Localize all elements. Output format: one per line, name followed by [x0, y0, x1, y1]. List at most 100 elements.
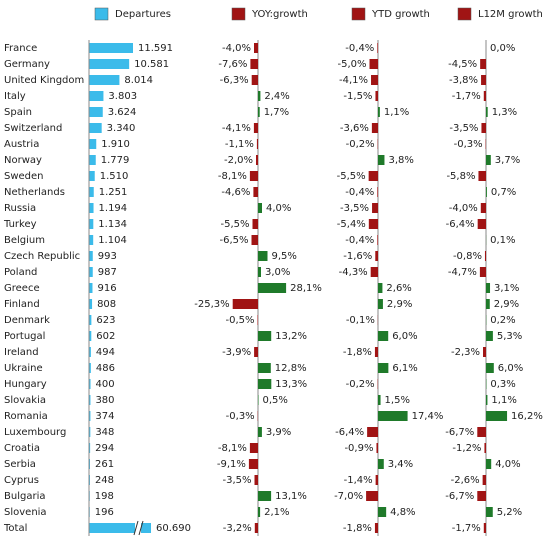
bar	[486, 155, 491, 165]
bar	[89, 283, 92, 293]
value-label: 8.014	[124, 75, 153, 86]
value-label: 1.134	[98, 219, 127, 230]
value-label: -2,0%	[224, 155, 253, 166]
value-label: -6,3%	[220, 75, 249, 86]
bar	[477, 491, 486, 501]
value-label: 2,4%	[264, 91, 289, 102]
value-label: -4,0%	[449, 203, 478, 214]
value-label: -6,7%	[445, 491, 474, 502]
category-label: Finland	[4, 299, 40, 310]
bar	[486, 507, 493, 517]
value-label: -0,3%	[226, 411, 255, 422]
bar	[478, 219, 486, 229]
category-label: Switzerland	[4, 123, 62, 134]
bar	[486, 107, 488, 117]
bar	[378, 299, 383, 309]
value-label: -1,2%	[452, 443, 481, 454]
bar	[89, 235, 93, 245]
bar	[89, 171, 95, 181]
category-label: France	[4, 43, 37, 54]
value-label: -1,1%	[225, 139, 254, 150]
value-label: 6,0%	[392, 331, 417, 342]
value-label: 2,9%	[387, 299, 412, 310]
bar	[486, 459, 491, 469]
value-label: 1,1%	[491, 395, 516, 406]
value-label: 196	[95, 507, 114, 518]
value-label: -5,4%	[337, 219, 366, 230]
value-label: -3,8%	[449, 75, 478, 86]
legend-label: YOY:growth	[251, 9, 308, 20]
value-label: -0,8%	[453, 251, 482, 262]
value-label: -2,6%	[451, 475, 480, 486]
bar	[484, 443, 486, 453]
value-label: -1,7%	[452, 523, 481, 534]
bar	[258, 251, 268, 261]
bar	[375, 523, 378, 533]
category-label: Serbia	[4, 459, 36, 470]
value-label: -7,6%	[218, 59, 247, 70]
bar	[377, 235, 378, 245]
bar	[484, 523, 486, 533]
bar	[378, 395, 381, 405]
value-label: 4,0%	[266, 203, 291, 214]
bar	[258, 507, 260, 517]
bar	[378, 507, 386, 517]
value-label: -0,3%	[454, 139, 483, 150]
value-label: 1,5%	[385, 395, 410, 406]
value-label: 1.910	[101, 139, 130, 150]
bar	[258, 315, 259, 325]
category-label: Norway	[4, 155, 42, 166]
bar	[258, 379, 271, 389]
value-label: -1,8%	[343, 523, 372, 534]
category-label: Austria	[4, 139, 39, 150]
category-label: United Kingdom	[4, 75, 84, 86]
value-label: -1,8%	[343, 347, 372, 358]
value-label: -3,5%	[340, 203, 369, 214]
bar	[254, 123, 258, 133]
bar	[256, 155, 258, 165]
value-label: 808	[97, 299, 116, 310]
category-label: Ukraine	[4, 363, 43, 374]
category-label: Italy	[4, 91, 26, 102]
value-label: -4,5%	[448, 59, 477, 70]
category-label: Spain	[4, 107, 32, 118]
category-label: Bulgaria	[4, 491, 45, 502]
bar	[378, 107, 380, 117]
value-label: -8,1%	[218, 171, 247, 182]
value-label: -7,0%	[334, 491, 363, 502]
value-label: -4,1%	[339, 75, 368, 86]
value-label: 987	[98, 267, 117, 278]
value-label: 1,3%	[492, 107, 517, 118]
value-label: 16,2%	[511, 411, 543, 422]
value-label: -0,9%	[344, 443, 373, 454]
bar	[89, 123, 102, 133]
bar	[478, 171, 486, 181]
value-label: 4,8%	[390, 507, 415, 518]
value-label: 6,1%	[392, 363, 417, 374]
value-label: 623	[96, 315, 115, 326]
value-label: 3,7%	[495, 155, 520, 166]
value-label: -4,6%	[221, 187, 250, 198]
bar	[377, 187, 378, 197]
category-label: Ireland	[4, 347, 39, 358]
bar	[486, 395, 487, 405]
category-label: Sweden	[4, 171, 44, 182]
value-label: 3.340	[107, 123, 136, 134]
bar	[370, 59, 379, 69]
legend-swatch	[458, 8, 471, 20]
value-label: 0,5%	[263, 395, 288, 406]
value-label: -1,5%	[343, 91, 372, 102]
category-label: Croatia	[4, 443, 40, 454]
value-label: 486	[96, 363, 115, 374]
bar	[258, 91, 260, 101]
value-label: 1,7%	[264, 107, 289, 118]
bar	[258, 395, 259, 405]
bar	[481, 75, 486, 85]
bar	[377, 43, 378, 53]
bar	[89, 75, 119, 85]
value-label: 3.624	[108, 107, 137, 118]
value-label: -0,2%	[346, 379, 375, 390]
value-label: 28,1%	[290, 283, 322, 294]
value-label: 348	[95, 427, 114, 438]
